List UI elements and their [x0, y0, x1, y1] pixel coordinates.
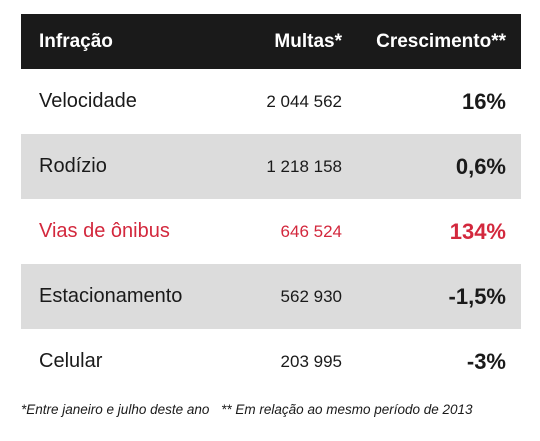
cell-multas: 562 930	[280, 286, 342, 306]
table-row-highlighted: Vias de ônibus 646 524 134%	[21, 199, 521, 264]
cell-infracao: Rodízio	[39, 155, 107, 177]
cell-infracao: Estacionamento	[39, 285, 183, 307]
cell-multas: 2 044 562	[266, 91, 342, 111]
footnote: *Entre janeiro e julho deste ano ** Em r…	[21, 402, 521, 417]
footnote-crescimento: ** Em relação ao mesmo período de 2013	[221, 402, 473, 417]
cell-multas: 646 524	[280, 221, 342, 241]
table-row: Rodízio 1 218 158 0,6%	[21, 134, 521, 199]
cell-crescimento: -3%	[466, 348, 506, 374]
header-infracao: Infração	[39, 30, 113, 52]
table-header: Infração Multas* Crescimento**	[21, 14, 521, 69]
cell-infracao: Vias de ônibus	[39, 220, 170, 242]
cell-multas: 1 218 158	[266, 156, 342, 176]
header-multas: Multas*	[274, 30, 342, 52]
cell-crescimento: -1,5%	[448, 283, 506, 309]
cell-crescimento: 16%	[461, 88, 506, 114]
cell-infracao: Celular	[39, 350, 103, 372]
table-row: Estacionamento 562 930 -1,5%	[21, 264, 521, 329]
table-row: Celular 203 995 -3%	[21, 329, 521, 394]
cell-crescimento: 0,6%	[455, 153, 506, 179]
cell-infracao: Velocidade	[39, 90, 137, 112]
cell-multas: 203 995	[280, 351, 342, 371]
cell-crescimento: 134%	[449, 218, 506, 244]
header-crescimento: Crescimento**	[376, 30, 506, 52]
table-row: Velocidade 2 044 562 16%	[21, 69, 521, 134]
fines-table: Infração Multas* Crescimento** Velocidad…	[21, 14, 521, 394]
footnote-multas: *Entre janeiro e julho deste ano	[21, 402, 210, 417]
